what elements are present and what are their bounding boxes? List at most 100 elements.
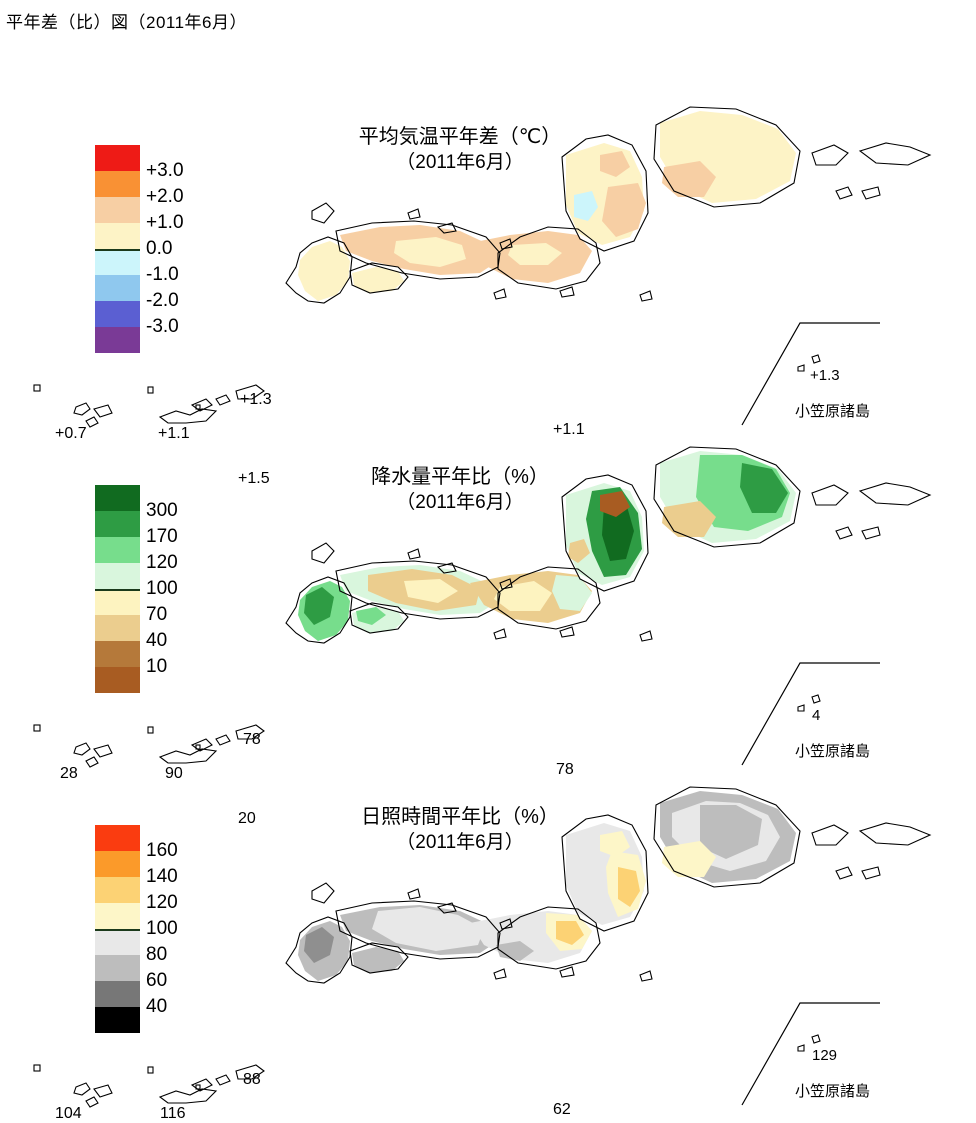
anomaly-fill-layer [298, 111, 796, 301]
map-subtitle-text: （2011年6月） [396, 831, 524, 853]
legend-label: 170 [146, 526, 178, 547]
ogasawara-value: 4 [812, 707, 821, 724]
legend-swatch [95, 877, 140, 903]
legend-label: +2.0 [146, 186, 184, 207]
ogasawara-label: 小笠原諸島 [795, 743, 871, 760]
anomaly-fill-layer [298, 791, 796, 981]
legend-swatch [95, 615, 140, 641]
panel-temperature: 平均気温平年差（℃） （2011年6月） +3.0 +2.0 +1.0 0.0 … [0, 95, 976, 487]
legend-swatch [95, 197, 140, 223]
legend-label: 160 [146, 840, 178, 861]
minamidaito-value: 78 [556, 761, 574, 778]
legend-zero-line [95, 589, 140, 591]
legend-swatch [95, 667, 140, 693]
legend-swatches [95, 485, 140, 693]
sakishima-value: +0.7 [55, 425, 87, 442]
map-subtitle-text: （2011年6月） [396, 491, 524, 513]
japan-map-svg [285, 786, 932, 1106]
map-title-precipitation: 降水量平年比（%） （2011年6月） [250, 465, 670, 515]
legend-label: 140 [146, 866, 178, 887]
legend-label: -2.0 [146, 290, 179, 311]
legend-swatch [95, 563, 140, 589]
legend-label: 120 [146, 552, 178, 573]
anomaly-fill-layer [298, 451, 796, 641]
legend-label: -1.0 [146, 264, 179, 285]
legend-swatch [95, 511, 140, 537]
map-title-text: 平均気温平年差（℃） [358, 126, 562, 148]
legend-swatch [95, 955, 140, 981]
map-sunshine [0, 775, 976, 1115]
legend-label: 40 [146, 996, 168, 1017]
legend-labels: +3.0 +2.0 +1.0 0.0 -1.0 -2.0 -3.0 [143, 145, 213, 337]
sakishima-value: 28 [60, 765, 78, 782]
southwest-islands-svg [33, 384, 265, 428]
legend-label: 300 [146, 500, 178, 521]
map-title-temperature: 平均気温平年差（℃） （2011年6月） [250, 125, 670, 175]
coastline-layer [285, 446, 932, 644]
amami-value: +1.3 [240, 391, 272, 408]
ogasawara-islands-icon [797, 1034, 821, 1052]
coastline-layer [285, 786, 932, 984]
legend-swatch [95, 589, 140, 615]
page-title: 平年差（比）図（2011年6月） [6, 13, 248, 32]
panel-sunshine: 日照時間平年比（%） （2011年6月） 160 140 120 100 80 … [0, 775, 976, 1122]
legend-label: +3.0 [146, 160, 184, 181]
legend-swatch [95, 929, 140, 955]
legend-label: -3.0 [146, 316, 179, 337]
legend-label: +1.0 [146, 212, 184, 233]
map-temperature [0, 95, 976, 435]
legend-labels: 160 140 120 100 80 60 40 [143, 825, 213, 1017]
legend-swatch [95, 851, 140, 877]
ogasawara-inset-frame [741, 1002, 880, 1106]
legend-swatch [95, 223, 140, 249]
legend-swatch [95, 301, 140, 327]
legend-zero-line [95, 249, 140, 251]
okinawa-value: 116 [160, 1105, 186, 1122]
minamidaito-value: +1.1 [553, 421, 585, 438]
legend-swatch [95, 275, 140, 301]
ogasawara-value: 129 [812, 1047, 838, 1064]
legend-label: 100 [146, 918, 178, 939]
legend-swatch [95, 171, 140, 197]
southwest-islands-svg [33, 724, 265, 768]
japan-map-svg [285, 106, 932, 426]
japan-map-svg [285, 446, 932, 766]
legend-labels: 300 170 120 100 70 40 10 [143, 485, 213, 677]
legend-swatch [95, 485, 140, 511]
ogasawara-islands-icon [797, 694, 821, 712]
legend-label: 70 [146, 604, 168, 625]
legend-swatch [95, 249, 140, 275]
minamitorishima-value: +1.5 [238, 470, 270, 487]
minamitorishima-value: 20 [238, 810, 256, 827]
legend-zero-line [95, 929, 140, 931]
ogasawara-islands-icon [797, 354, 821, 372]
okinawa-value: +1.1 [158, 425, 190, 442]
coastline-layer [285, 106, 932, 304]
legend-label: 10 [146, 656, 168, 677]
legend-swatch [95, 641, 140, 667]
legend-swatch [95, 981, 140, 1007]
legend-swatch [95, 903, 140, 929]
legend-label: 60 [146, 970, 168, 991]
minamidaito-value: 62 [553, 1101, 571, 1118]
legend-label: 100 [146, 578, 178, 599]
map-title-sunshine: 日照時間平年比（%） （2011年6月） [250, 805, 670, 855]
map-subtitle-text: （2011年6月） [396, 151, 524, 173]
ogasawara-inset-frame [741, 662, 880, 766]
legend-swatches [95, 145, 140, 353]
legend-swatches [95, 825, 140, 1033]
legend-swatch [95, 145, 140, 171]
ogasawara-label: 小笠原諸島 [795, 403, 871, 420]
sakishima-value: 104 [55, 1105, 82, 1122]
southwest-islands-svg [33, 1064, 265, 1108]
legend-label: 80 [146, 944, 168, 965]
legend-swatch [95, 327, 140, 353]
map-precipitation [0, 435, 976, 775]
map-title-text: 日照時間平年比（%） [361, 806, 559, 828]
ogasawara-inset-frame [741, 322, 880, 426]
ogasawara-label: 小笠原諸島 [795, 1083, 871, 1100]
ogasawara-value: +1.3 [810, 367, 840, 384]
legend-label: 40 [146, 630, 168, 651]
legend-swatch [95, 825, 140, 851]
legend-swatch [95, 1007, 140, 1033]
